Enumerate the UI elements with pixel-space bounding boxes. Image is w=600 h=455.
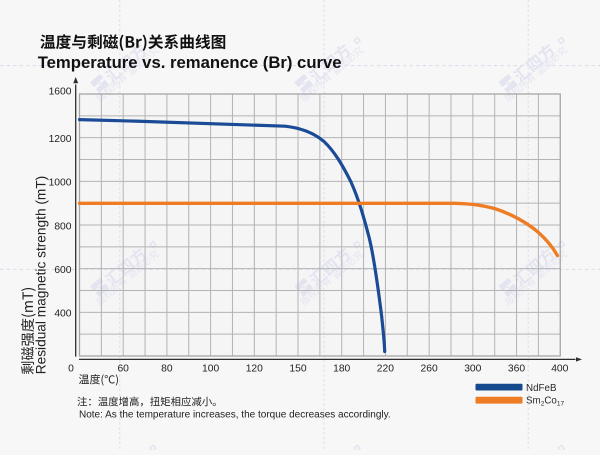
- svg-text:300: 300: [464, 364, 481, 375]
- svg-text:1000: 1000: [49, 178, 72, 189]
- svg-text:360: 360: [508, 364, 525, 375]
- svg-text:NdFeB: NdFeB: [526, 383, 557, 394]
- svg-text:800: 800: [54, 221, 71, 232]
- svg-text:600: 600: [54, 265, 71, 276]
- svg-text:Residual magnetic strength (mT: Residual magnetic strength (mT): [33, 176, 48, 375]
- svg-text:Sm2Co17: Sm2Co17: [526, 395, 564, 407]
- svg-text:1200: 1200: [49, 134, 72, 145]
- svg-text:120: 120: [246, 364, 263, 375]
- svg-text:400: 400: [54, 309, 71, 320]
- svg-text:80: 80: [161, 364, 173, 375]
- svg-text:60: 60: [117, 364, 129, 375]
- svg-text:260: 260: [421, 364, 438, 375]
- svg-text:0: 0: [68, 364, 74, 375]
- svg-text:Note: As the temperature incre: Note: As the temperature increases, the …: [79, 409, 391, 420]
- svg-text:1600: 1600: [49, 87, 72, 98]
- svg-text:180: 180: [333, 364, 350, 375]
- svg-text:150: 150: [289, 364, 306, 375]
- svg-text:100: 100: [202, 364, 219, 375]
- svg-text:Temperature vs. remanence (Br): Temperature vs. remanence (Br) curve: [38, 53, 342, 72]
- svg-text:400: 400: [551, 364, 568, 375]
- svg-text:220: 220: [377, 364, 394, 375]
